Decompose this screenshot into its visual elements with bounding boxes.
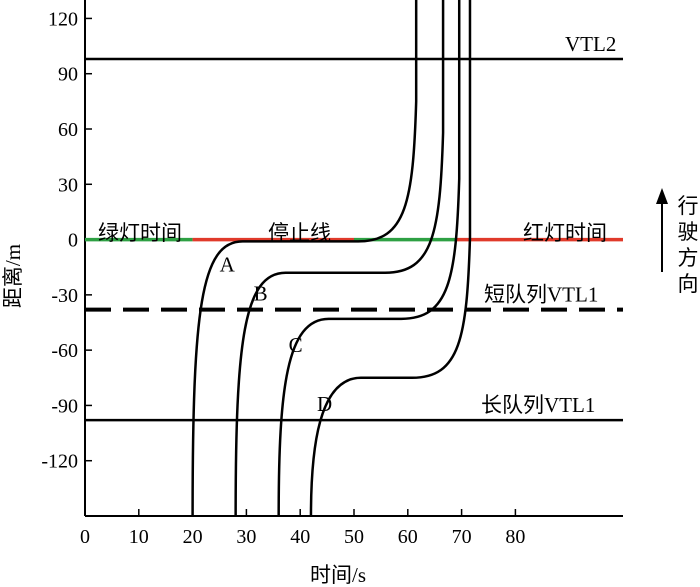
- x-tick-label: 80: [505, 526, 525, 548]
- x-axis-title: 时间/s: [310, 563, 366, 587]
- y-tick-label: 60: [58, 119, 78, 141]
- red-time-label: 红灯时间: [523, 221, 607, 245]
- trajectory-b: [234, 0, 445, 517]
- y-tick-label: 30: [58, 174, 78, 196]
- x-tick-label: 50: [344, 526, 364, 548]
- reference-lines: VTL2 短队列VTL1 长队列VTL1: [85, 32, 623, 422]
- vehicle-trajectories: AB C D: [191, 0, 472, 517]
- x-tick-label: 0: [80, 526, 90, 548]
- y-tick-label: -60: [51, 340, 78, 362]
- trajectory-d: [309, 0, 472, 517]
- y-axis-title: 距离/m: [1, 244, 25, 308]
- trajectory-label: D: [317, 392, 332, 416]
- x-tick-label: 60: [398, 526, 418, 548]
- stop-line-label: 停止线: [268, 221, 331, 245]
- trajectory-c: [277, 0, 461, 517]
- trajectory-a: [191, 0, 418, 517]
- reference-line-label: VTL2: [565, 32, 616, 56]
- x-tick-label: 70: [452, 526, 472, 548]
- x-tick-label: 40: [290, 526, 310, 548]
- x-tick-label: 10: [129, 526, 149, 548]
- trajectory-label: B: [254, 282, 268, 306]
- reference-line-label: 短队列VTL1: [484, 283, 598, 307]
- direction-label: 行驶方向: [678, 194, 699, 296]
- y-tick-label: 120: [48, 8, 78, 30]
- y-tick-label: -30: [51, 285, 78, 307]
- trajectory-label: A: [220, 252, 236, 276]
- x-tick-label: 20: [183, 526, 203, 548]
- y-tick-label: 90: [58, 64, 78, 86]
- y-tick-label: -90: [51, 395, 78, 417]
- trajectory-label: C: [289, 333, 303, 357]
- y-tick-label: -120: [41, 451, 78, 473]
- direction-indicator: 行驶方向: [656, 188, 699, 296]
- ticks: 0 10 20 30 40 50 60 70 80 120 90 60 30 0 -30 -60 -90 -120: [41, 8, 525, 548]
- y-tick-label: 0: [68, 230, 78, 252]
- green-time-label: 绿灯时间: [98, 221, 182, 245]
- axes: [84, 0, 623, 517]
- reference-line-label: 长队列VTL1: [481, 393, 595, 417]
- x-tick-label: 30: [236, 526, 256, 548]
- direction-arrow-head: [656, 188, 668, 204]
